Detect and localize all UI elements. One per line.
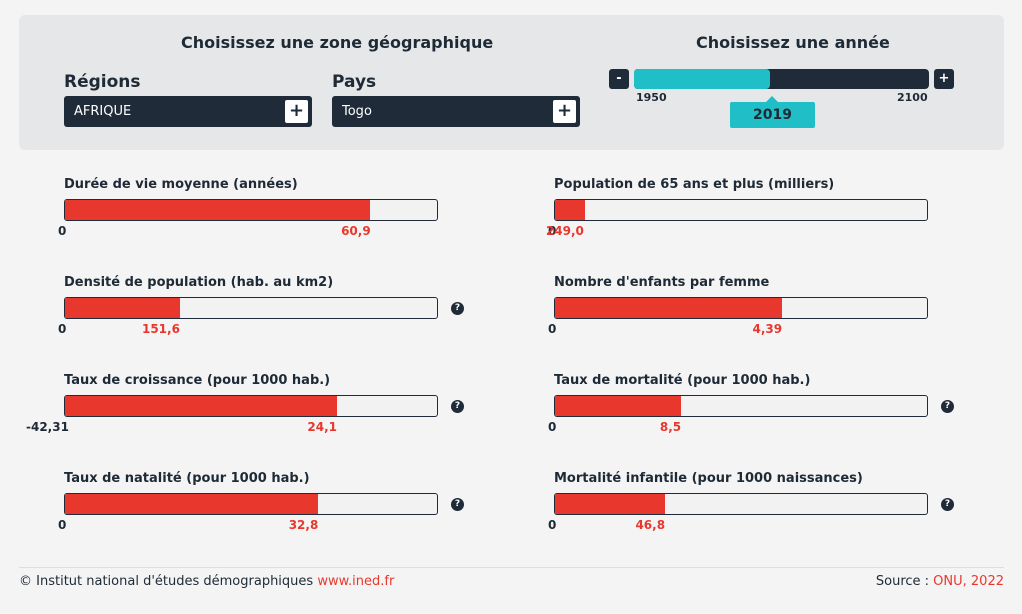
footer-divider — [19, 567, 1004, 568]
year-slider-fill — [634, 69, 770, 89]
indicator-min-label: 0 — [58, 224, 67, 238]
regions-select-value: AFRIQUE — [74, 104, 132, 119]
indicator-value-label: 46,8 — [635, 518, 666, 532]
indicator-card: Taux de natalité (pour 1000 hab.) 0 32,8? — [58, 471, 524, 541]
indicator-bar — [64, 395, 438, 417]
indicator-card: Mortalité infantile (pour 1000 naissance… — [548, 471, 1014, 541]
indicator-bar-fill — [65, 200, 371, 220]
zone-title: Choisissez une zone géographique — [181, 33, 494, 52]
indicator-bar-fill — [65, 494, 318, 514]
indicator-title: Mortalité infantile (pour 1000 naissance… — [554, 471, 863, 486]
help-icon[interactable]: ? — [941, 498, 954, 511]
indicator-bar-fill — [555, 396, 682, 416]
indicator-value-label: 249,0 — [545, 224, 584, 238]
indicator-min-label: 0 — [548, 224, 557, 238]
year-increment-button[interactable]: + — [934, 69, 954, 89]
source-link[interactable]: ONU, 2022 — [933, 574, 1004, 589]
indicator-card: Densité de population (hab. au km2) 0 151,… — [58, 275, 524, 345]
help-icon[interactable]: ? — [451, 400, 464, 413]
indicator-min-label: 0 — [548, 420, 557, 434]
indicator-title: Densité de population (hab. au km2) — [64, 275, 334, 290]
indicator-bar-fill — [65, 298, 181, 318]
source-label: Source : — [875, 574, 934, 589]
indicator-bar — [554, 493, 928, 515]
pays-select-value: Togo — [342, 104, 372, 119]
indicator-bar-fill — [555, 298, 782, 318]
help-icon[interactable]: ? — [451, 498, 464, 511]
regions-plus-icon[interactable]: + — [285, 100, 308, 123]
indicator-value-label: 4,39 — [752, 322, 783, 336]
year-min-label: 1950 — [636, 91, 667, 104]
regions-select[interactable]: AFRIQUE + — [64, 96, 312, 127]
indicator-title: Population de 65 ans et plus (milliers) — [554, 177, 835, 192]
indicator-card: Population de 65 ans et plus (milliers) 0… — [546, 177, 1014, 247]
indicator-title: Taux de mortalité (pour 1000 hab.) — [554, 373, 811, 388]
indicator-min-label: 0 — [58, 518, 67, 532]
indicator-title: Nombre d'enfants par femme — [554, 275, 770, 290]
year-decrement-button[interactable]: - — [609, 69, 629, 89]
indicator-value-label: 32,8 — [288, 518, 319, 532]
indicator-card: Taux de croissance (pour 1000 hab.) -42,3… — [26, 373, 524, 443]
indicator-bar — [554, 199, 928, 221]
indicator-bar-fill — [65, 396, 337, 416]
indicator-min-label: 0 — [548, 322, 557, 336]
year-slider[interactable] — [634, 69, 929, 89]
footer-copyright: © Institut national d'études démographiq… — [19, 574, 394, 589]
pays-select[interactable]: Togo + — [332, 96, 580, 127]
indicator-card: Nombre d'enfants par femme 0 4,39 — [548, 275, 1014, 345]
footer-source: Source : ONU, 2022 — [876, 574, 1004, 589]
indicator-value-label: 60,9 — [341, 224, 371, 238]
indicator-bar — [64, 493, 438, 515]
indicator-bar — [64, 199, 438, 221]
indicator-value-label: 8,5 — [659, 420, 682, 434]
indicator-bar-fill — [555, 494, 666, 514]
indicator-value-label: 151,6 — [141, 322, 180, 336]
year-value-badge: 2019 — [730, 96, 815, 128]
indicator-bar — [554, 395, 928, 417]
regions-label: Régions — [64, 72, 141, 92]
indicator-min-label: 0 — [548, 518, 557, 532]
pays-label: Pays — [332, 72, 377, 92]
pays-plus-icon[interactable]: + — [553, 100, 576, 123]
indicator-title: Taux de natalité (pour 1000 hab.) — [64, 471, 310, 486]
indicator-title: Taux de croissance (pour 1000 hab.) — [64, 373, 331, 388]
help-icon[interactable]: ? — [451, 302, 464, 315]
year-max-label: 2100 — [897, 91, 928, 104]
indicator-title: Durée de vie moyenne (années) — [64, 177, 298, 192]
indicator-card: Taux de mortalité (pour 1000 hab.) 0 8,5? — [548, 373, 1014, 443]
ined-link[interactable]: www.ined.fr — [317, 574, 395, 589]
indicator-bar — [64, 297, 438, 319]
indicator-card: Durée de vie moyenne (années) 0 60,9 — [58, 177, 524, 247]
indicator-min-label: 0 — [58, 322, 67, 336]
copyright-text: © Institut national d'études démographiq… — [19, 574, 318, 589]
help-icon[interactable]: ? — [941, 400, 954, 413]
indicator-min-label: -42,31 — [26, 420, 69, 434]
indicator-value-label: 24,1 — [307, 420, 338, 434]
indicator-bar-fill — [555, 200, 585, 220]
indicator-bar — [554, 297, 928, 319]
year-title: Choisissez une année — [696, 33, 890, 52]
